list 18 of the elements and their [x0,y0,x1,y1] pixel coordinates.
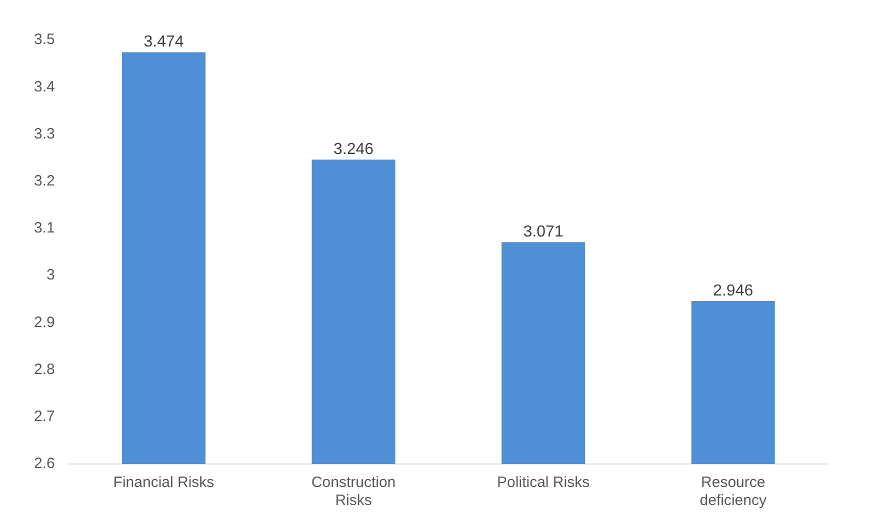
y-tick-label: 3.1 [34,220,55,237]
y-tick-label: 3.4 [34,78,55,96]
y-tick-label: 2.7 [34,408,55,426]
y-tick-label: 2.6 [34,455,55,472]
data-label: 3.071 [523,224,564,241]
x-tick-label: Construction Risks [311,474,396,510]
x-tick-label: Financial Risks [113,474,214,492]
y-tick-label: 3.3 [34,125,55,142]
x-tick-label: Resource deficiency [700,474,767,510]
x-tick-label: Political Risks [497,474,590,492]
y-tick-label: 3.2 [34,172,55,190]
y-tick-label: 3.5 [34,31,55,48]
y-tick-label: 3 [46,266,55,284]
y-tick-label: 2.9 [34,314,55,331]
data-label: 3.246 [334,141,374,158]
data-label: 2.946 [713,282,754,300]
y-tick-label: 2.8 [34,360,55,378]
data-label: 3.474 [144,34,184,51]
